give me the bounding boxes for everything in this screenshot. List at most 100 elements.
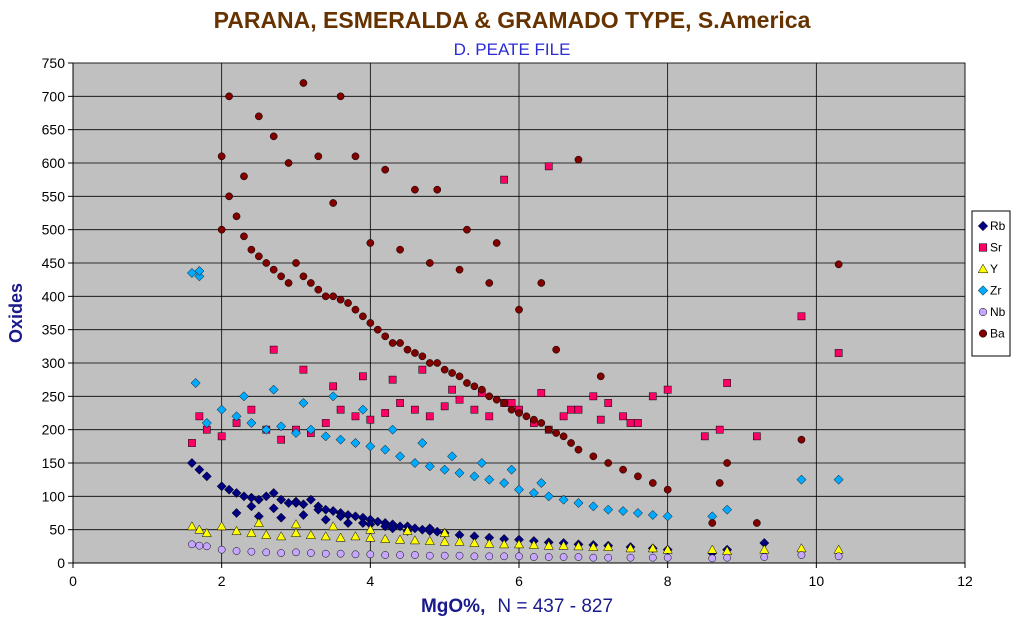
x-axis-title: MgO%, N = 437 - 827 (421, 596, 613, 617)
legend-marker-nb (978, 307, 988, 317)
data-point-rb (424, 523, 435, 534)
data-point-nb (500, 552, 508, 561)
data-point-y (647, 543, 658, 553)
data-point-ba (321, 292, 330, 301)
data-point-nb (351, 550, 360, 559)
data-point-ba (470, 382, 479, 391)
data-point-y (350, 531, 361, 541)
data-point-zr (603, 504, 614, 515)
data-point-nb (217, 545, 226, 554)
data-point-rb (186, 458, 197, 468)
data-point-ba (292, 259, 300, 267)
data-point-sr (217, 432, 226, 441)
data-point-zr (499, 478, 510, 488)
data-point-sr (381, 409, 390, 417)
y-tick-label: 200 (42, 422, 66, 438)
data-point-y (439, 527, 450, 537)
y-tick-label: 0 (57, 555, 65, 571)
data-point-sr (507, 399, 516, 407)
data-point-sr (604, 399, 613, 407)
data-point-nb (626, 553, 635, 562)
data-point-sr (329, 382, 338, 391)
data-point-zr (476, 458, 487, 468)
series-ba (217, 79, 843, 527)
x-tick-label: 6 (515, 573, 523, 589)
data-point-zr (268, 384, 279, 395)
data-point-ba (425, 259, 434, 267)
data-point-sr (559, 412, 568, 421)
legend-marker-zr (977, 285, 989, 296)
data-point-zr (514, 484, 524, 495)
data-point-zr (833, 474, 844, 485)
data-point-rb (276, 512, 287, 523)
data-point-ba (284, 159, 293, 167)
data-point-y (231, 525, 242, 535)
data-point-y (186, 521, 197, 531)
data-point-zr (573, 498, 584, 508)
data-point-zr (387, 424, 398, 435)
legend-box (971, 210, 1011, 357)
data-point-ba (485, 392, 494, 401)
data-point-nb (723, 553, 731, 562)
data-point-ba (336, 92, 345, 101)
data-point-ba (463, 379, 471, 387)
data-point-ba (477, 385, 486, 394)
data-point-rb (335, 511, 346, 522)
data-point-ba (537, 419, 546, 427)
data-point-y (290, 519, 302, 529)
data-point-rb (409, 523, 420, 534)
x-tick-label: 2 (218, 573, 226, 589)
data-point-nb (455, 551, 464, 560)
x-tick-label: 0 (69, 573, 77, 589)
data-point-zr (350, 438, 361, 448)
data-point-y (707, 544, 718, 554)
data-point-ba (552, 345, 561, 354)
data-point-ba (217, 225, 226, 234)
data-point-zr (484, 474, 495, 485)
data-point-ba (425, 359, 434, 367)
data-point-rb (231, 488, 242, 498)
data-point-ba (485, 279, 494, 287)
data-point-zr (528, 488, 539, 498)
chart-subtitle: D. PEATE FILE (454, 40, 571, 59)
data-point-ba (708, 519, 717, 527)
y-tick-label: 350 (42, 322, 66, 338)
data-point-nb (574, 553, 583, 561)
data-point-y (201, 527, 212, 537)
data-point-nb (366, 550, 375, 559)
data-point-ba (411, 349, 419, 357)
data-point-ba (336, 295, 345, 304)
data-point-sr (626, 419, 635, 427)
data-point-nb (440, 551, 449, 560)
data-point-ba (797, 435, 806, 444)
data-point-rb (291, 498, 301, 508)
data-point-rb (343, 518, 353, 528)
data-point-zr (536, 478, 547, 488)
data-point-ba (418, 352, 427, 361)
data-point-nb (202, 542, 211, 551)
data-point-nb (604, 553, 613, 562)
data-point-zr (298, 398, 309, 408)
data-point-sr (418, 365, 427, 374)
data-point-zr (618, 506, 629, 516)
data-point-ba (269, 132, 278, 141)
data-point-ba (753, 519, 761, 527)
data-point-zr (380, 444, 391, 455)
data-point-y (499, 539, 510, 549)
data-point-rb (239, 491, 249, 502)
data-point-ba (552, 429, 561, 437)
data-point-rb (268, 503, 279, 514)
data-point-ba (492, 239, 501, 247)
data-point-nb (663, 553, 672, 562)
data-point-sr (388, 375, 397, 384)
data-point-sr (634, 419, 642, 427)
data-point-sr (396, 399, 404, 407)
data-point-y (194, 524, 205, 534)
data-point-ba (500, 399, 508, 407)
y-tick-label: 750 (42, 55, 66, 71)
data-point-zr (506, 464, 517, 475)
data-point-y (409, 535, 420, 545)
data-point-nb (425, 551, 434, 560)
data-point-ba (463, 225, 471, 234)
data-point-ba (559, 432, 568, 441)
